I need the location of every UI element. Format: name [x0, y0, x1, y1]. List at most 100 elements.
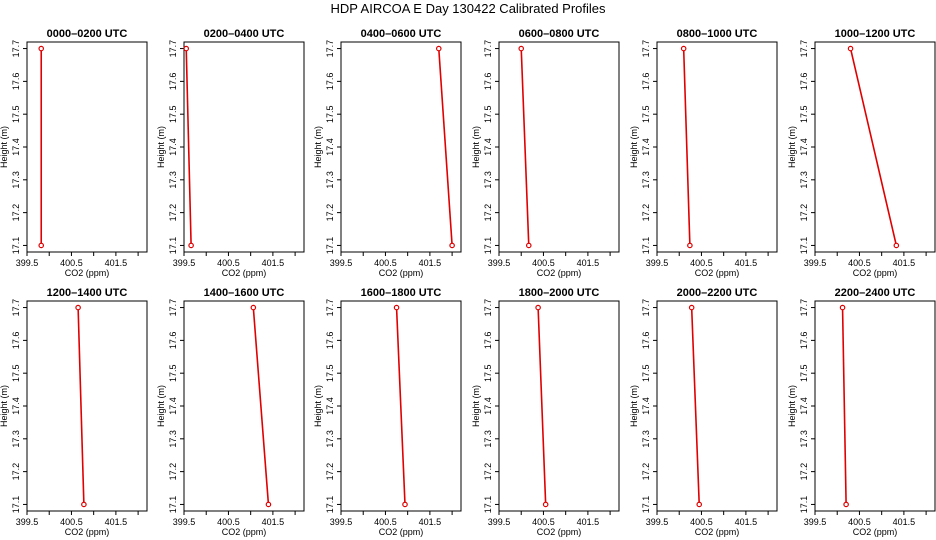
y-tick-label: 17.4 [168, 397, 178, 415]
y-tick-label: 17.6 [11, 332, 21, 350]
profile-point-top [75, 304, 81, 311]
y-tick-label: 17.2 [11, 204, 21, 222]
plot-frame [814, 300, 936, 512]
y-tick-label: 17.4 [325, 138, 335, 156]
x-tick-label: 400.5 [217, 517, 240, 527]
x-tick-label: 401.5 [419, 517, 442, 527]
y-tick-label: 17.7 [483, 299, 493, 317]
y-tick-label: 17.2 [483, 463, 493, 481]
profile-point-top [839, 304, 846, 311]
y-tick-label: 17.2 [325, 204, 335, 222]
y-tick-label: 17.3 [168, 430, 178, 448]
y-tick-label: 17.3 [11, 171, 21, 189]
profile-line [690, 307, 701, 505]
x-tick-label: 399.5 [173, 517, 196, 527]
y-tick-label: 17.3 [641, 430, 651, 448]
x-tick-label: 400.5 [690, 258, 713, 268]
plot-frame [656, 41, 778, 253]
y-tick-label: 17.6 [483, 332, 493, 350]
profile-line [252, 307, 270, 505]
y-axis-label: Height (m) [313, 385, 323, 427]
panel-title: 1400–1600 UTC [204, 287, 285, 299]
y-tick-label: 17.1 [168, 496, 178, 514]
y-tick-label: 17.5 [325, 364, 335, 382]
y-axis-label: Height (m) [0, 126, 9, 168]
plot-frame [498, 41, 620, 253]
y-tick-label: 17.4 [483, 397, 493, 415]
y-tick-label: 17.1 [168, 237, 178, 255]
x-tick-label: 400.5 [60, 517, 83, 527]
profile-line [520, 48, 530, 246]
y-tick-label: 17.1 [641, 237, 651, 255]
y-tick-label: 17.2 [641, 463, 651, 481]
y-tick-label: 17.7 [325, 299, 335, 317]
x-tick-label: 399.5 [330, 258, 353, 268]
x-tick-label: 400.5 [374, 258, 397, 268]
y-tick-label: 17.3 [799, 171, 809, 189]
x-tick-label: 400.5 [217, 258, 240, 268]
y-tick-label: 17.2 [168, 204, 178, 222]
plot-frame [26, 41, 148, 253]
y-axis-label: Height (m) [787, 126, 797, 168]
x-tick-label: 401.5 [105, 258, 128, 268]
x-tick-label: 399.5 [804, 517, 827, 527]
profile-line [537, 307, 547, 505]
x-tick-label: 401.5 [262, 517, 285, 527]
y-tick-label: 17.6 [325, 73, 335, 91]
y-tick-label: 17.3 [483, 430, 493, 448]
x-tick-label: 401.5 [105, 517, 128, 527]
profile-point-top [535, 304, 541, 311]
x-tick-label: 399.5 [173, 258, 196, 268]
x-axis-label: CO2 (ppm) [537, 268, 582, 278]
y-tick-label: 17.2 [799, 463, 809, 481]
y-tick-label: 17.6 [168, 73, 178, 91]
profile-point-bottom [542, 501, 549, 508]
panel-title: 2200–2400 UTC [835, 287, 916, 299]
y-tick-label: 17.1 [11, 496, 21, 514]
y-tick-label: 17.3 [11, 430, 21, 448]
x-tick-label: 399.5 [16, 258, 39, 268]
profile-line [395, 307, 406, 505]
y-tick-label: 17.5 [168, 105, 178, 123]
profile-point-top [250, 304, 257, 311]
x-axis-label: CO2 (ppm) [222, 527, 267, 537]
plot-frame [26, 300, 148, 512]
y-tick-label: 17.1 [483, 237, 493, 255]
y-tick-label: 17.6 [11, 73, 21, 91]
y-tick-label: 17.2 [168, 463, 178, 481]
y-tick-label: 17.4 [483, 138, 493, 156]
profile-point-top [680, 45, 687, 52]
panel-title: 0800–1000 UTC [677, 28, 758, 40]
x-tick-label: 400.5 [848, 517, 871, 527]
x-tick-label: 400.5 [532, 517, 555, 527]
x-axis-label: CO2 (ppm) [379, 268, 424, 278]
y-tick-label: 17.1 [325, 496, 335, 514]
y-tick-label: 17.7 [11, 40, 21, 58]
y-tick-label: 17.1 [325, 237, 335, 255]
y-tick-label: 17.7 [11, 299, 21, 317]
y-tick-label: 17.3 [483, 171, 493, 189]
profile-point-bottom [843, 501, 849, 508]
profile-point-top [518, 45, 525, 52]
profile-point-top [38, 45, 45, 52]
profile-line [849, 48, 898, 246]
y-tick-label: 17.3 [325, 171, 335, 189]
profile-point-top [847, 45, 854, 52]
y-tick-label: 17.3 [325, 430, 335, 448]
x-tick-label: 401.5 [419, 258, 442, 268]
x-tick-label: 401.5 [577, 517, 600, 527]
y-tick-label: 17.4 [325, 397, 335, 415]
y-tick-label: 17.1 [799, 237, 809, 255]
x-tick-label: 400.5 [532, 258, 555, 268]
y-tick-label: 17.4 [641, 397, 651, 415]
x-tick-label: 399.5 [646, 517, 669, 527]
y-tick-label: 17.4 [11, 138, 21, 156]
y-tick-label: 17.7 [483, 40, 493, 58]
y-tick-label: 17.6 [799, 332, 809, 350]
